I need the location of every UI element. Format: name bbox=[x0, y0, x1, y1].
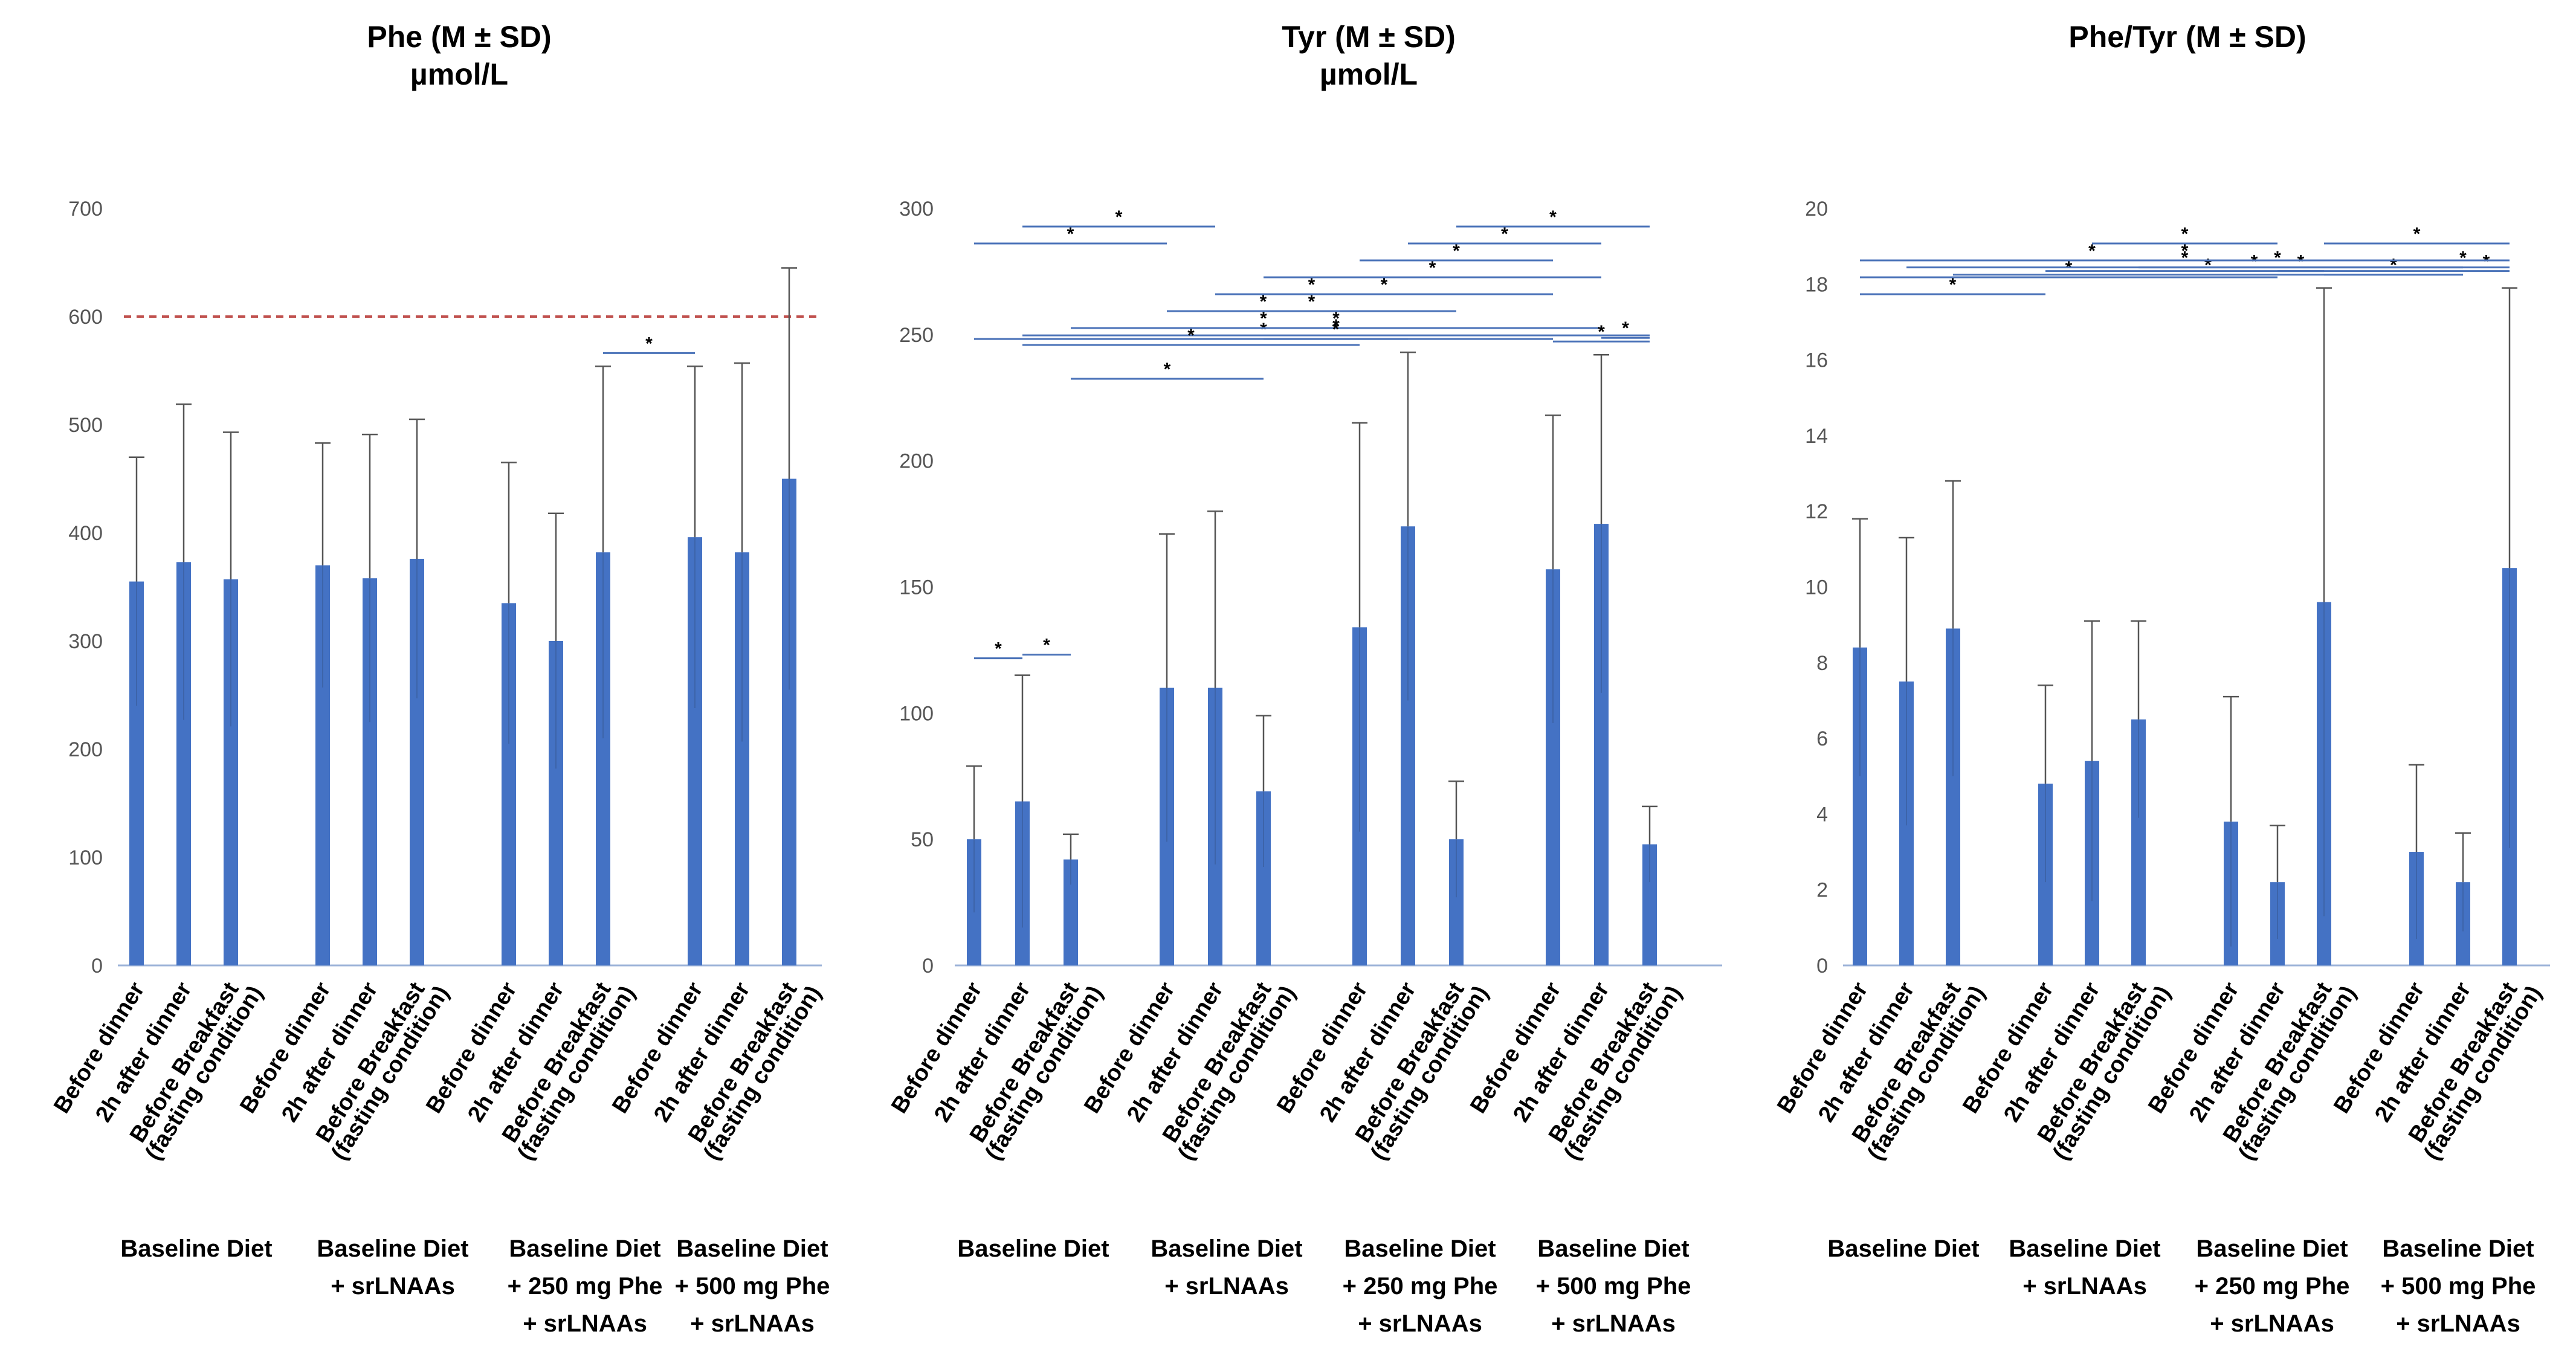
group-label-line: Baseline Diet bbox=[2382, 1235, 2534, 1262]
chart-title-line: Phe (M ± SD) bbox=[367, 20, 551, 54]
y-tick-label: 300 bbox=[68, 630, 103, 653]
significance-star: * bbox=[1429, 258, 1436, 278]
y-tick-label: 8 bbox=[1816, 652, 1828, 675]
significance-star: * bbox=[1332, 320, 1340, 340]
significance-star: * bbox=[1549, 207, 1557, 227]
significance-star: * bbox=[1949, 275, 1957, 295]
significance-star: * bbox=[2181, 248, 2189, 268]
group-label-line: Baseline Diet bbox=[1344, 1235, 1496, 1262]
significance-star: * bbox=[2413, 224, 2421, 244]
significance-star: * bbox=[1381, 275, 1388, 295]
y-tick-label: 150 bbox=[899, 576, 934, 599]
y-tick-label: 50 bbox=[911, 828, 934, 851]
significance-star: * bbox=[1308, 292, 1315, 312]
significance-star: * bbox=[1308, 275, 1315, 295]
y-tick-label: 16 bbox=[1805, 349, 1828, 372]
significance-star: * bbox=[2181, 224, 2189, 244]
group-label-line: + srLNAAs bbox=[2022, 1273, 2147, 1300]
group-label-line: + srLNAAs bbox=[1551, 1310, 1676, 1337]
significance-star: * bbox=[1260, 309, 1267, 329]
chart-title-line: Tyr (M ± SD) bbox=[1282, 20, 1456, 54]
y-tick-label: 300 bbox=[899, 198, 934, 221]
significance-star: * bbox=[1115, 207, 1123, 227]
group-label-line: + 250 mg Phe bbox=[2195, 1273, 2350, 1300]
significance-star: * bbox=[1067, 224, 1074, 244]
significance-star: * bbox=[2181, 241, 2189, 261]
significance-star: * bbox=[1187, 326, 1195, 346]
group-label-line: + 500 mg Phe bbox=[675, 1273, 830, 1300]
y-tick-label: 600 bbox=[68, 306, 103, 329]
group-label-line: Baseline Diet bbox=[2196, 1235, 2348, 1262]
group-label-line: Baseline Diet bbox=[1537, 1235, 1689, 1262]
chart-title-line: Phe/Tyr (M ± SD) bbox=[2068, 20, 2306, 54]
significance-star: * bbox=[2274, 248, 2281, 268]
significance-star: * bbox=[1332, 309, 1340, 329]
group-label-line: + srLNAAs bbox=[523, 1310, 647, 1337]
y-tick-label: 0 bbox=[91, 955, 103, 977]
y-tick-label: 250 bbox=[899, 324, 934, 347]
y-tick-label: 0 bbox=[922, 955, 934, 977]
phe-chart: Phe (M ± SD)µmol/L 0 100 200 300 400 500 600 700… bbox=[49, 20, 830, 1337]
y-tick-label: 2 bbox=[1816, 879, 1828, 902]
group-label-line: Baseline Diet bbox=[1827, 1235, 1979, 1262]
significance-star: * bbox=[1164, 359, 1171, 379]
group-label-line: + srLNAAs bbox=[2396, 1310, 2520, 1337]
y-tick-label: 100 bbox=[899, 702, 934, 725]
y-tick-label: 10 bbox=[1805, 576, 1828, 599]
group-label-line: + srLNAAs bbox=[2210, 1310, 2334, 1337]
group-label-line: + srLNAAs bbox=[331, 1273, 455, 1300]
group-label-line: + srLNAAs bbox=[1164, 1273, 1289, 1300]
group-label-line: Baseline Diet bbox=[509, 1235, 660, 1262]
significance-star: * bbox=[1501, 224, 1508, 244]
y-tick-label: 100 bbox=[68, 846, 103, 869]
significance-star: * bbox=[1598, 322, 1605, 342]
chart-title-line: µmol/L bbox=[1320, 57, 1418, 91]
group-label-line: + 250 mg Phe bbox=[508, 1273, 663, 1300]
chart-title-line: µmol/L bbox=[410, 57, 508, 91]
significance-star: * bbox=[2297, 252, 2305, 272]
y-tick-label: 20 bbox=[1805, 198, 1828, 221]
significance-star: * bbox=[2088, 241, 2096, 261]
significance-star: * bbox=[1260, 292, 1267, 312]
group-label-line: + srLNAAs bbox=[1358, 1310, 1482, 1337]
group-label-line: Baseline Diet bbox=[2009, 1235, 2160, 1262]
group-label-line: Baseline Diet bbox=[676, 1235, 828, 1262]
significance-star: * bbox=[2390, 256, 2397, 275]
significance-star: * bbox=[2251, 252, 2258, 272]
group-label-line: Baseline Diet bbox=[1151, 1235, 1302, 1262]
significance-star: * bbox=[1453, 241, 1460, 261]
y-tick-label: 200 bbox=[899, 450, 934, 473]
significance-star: * bbox=[1043, 636, 1050, 655]
significance-star: * bbox=[1622, 318, 1629, 338]
group-label-line: Baseline Diet bbox=[957, 1235, 1109, 1262]
tyr-chart: Tyr (M ± SD)µmol/L050100150200250300****… bbox=[886, 20, 1722, 1337]
y-tick-label: 400 bbox=[68, 522, 103, 545]
y-tick-label: 700 bbox=[68, 198, 103, 221]
y-tick-label: 14 bbox=[1805, 425, 1828, 448]
significance-star: * bbox=[2483, 252, 2490, 272]
group-label-line: Baseline Diet bbox=[120, 1235, 272, 1262]
significance-star: * bbox=[645, 333, 653, 353]
group-label-line: + srLNAAs bbox=[690, 1310, 815, 1337]
y-tick-label: 12 bbox=[1805, 500, 1828, 523]
y-tick-label: 500 bbox=[68, 414, 103, 437]
y-tick-label: 200 bbox=[68, 738, 103, 761]
group-label-line: Baseline Diet bbox=[317, 1235, 468, 1262]
group-label-line: + 500 mg Phe bbox=[2381, 1273, 2536, 1300]
significance-star: * bbox=[2204, 256, 2212, 275]
group-label-line: + 250 mg Phe bbox=[1343, 1273, 1498, 1300]
significance-star: * bbox=[1332, 316, 1340, 336]
significance-star: * bbox=[2459, 248, 2467, 268]
significance-star: * bbox=[995, 639, 1002, 659]
group-label-line: + 500 mg Phe bbox=[1536, 1273, 1691, 1300]
y-tick-label: 18 bbox=[1805, 273, 1828, 296]
y-tick-label: 0 bbox=[1816, 955, 1828, 977]
y-tick-label: 4 bbox=[1816, 803, 1828, 826]
y-tick-label: 6 bbox=[1816, 727, 1828, 750]
